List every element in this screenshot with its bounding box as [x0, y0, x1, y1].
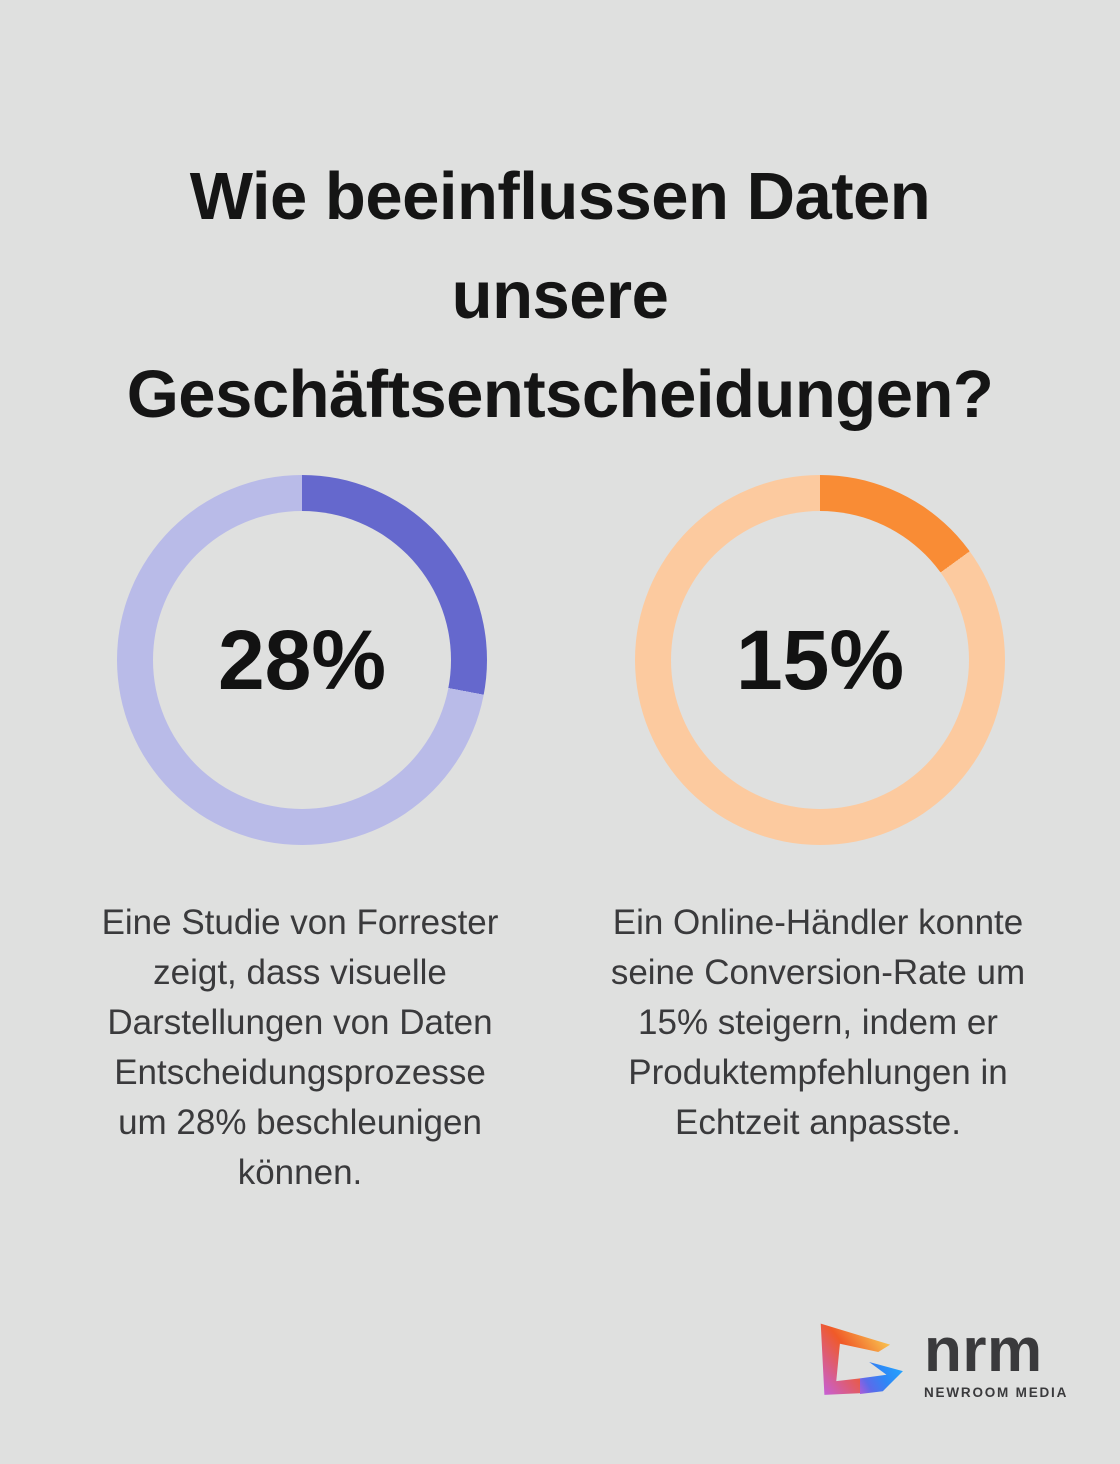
donut-chart-28-percent: 28% [117, 475, 487, 845]
title-line: unsere [451, 257, 669, 333]
caption-line: Eine Studie von Forrester [101, 903, 499, 942]
percent-label: 28% [217, 612, 387, 707]
caption-line: seine Conversion-Rate um [610, 953, 1026, 992]
title-line: Geschäftsentscheidungen? [126, 356, 994, 432]
donut-hole [671, 511, 969, 809]
donut-hole [153, 511, 451, 809]
caption-line: Darstellungen von Daten [107, 1003, 493, 1042]
logo-wordmark: nrm [924, 1316, 1043, 1385]
caption-line: können. [237, 1153, 363, 1192]
donut-chart-15-percent: 15% [635, 475, 1005, 845]
logo-text-block: nrm NEWROOM MEDIA [924, 1316, 1069, 1401]
nrm-logo: nrm NEWROOM MEDIA [814, 1320, 1068, 1404]
caption-online-retailer: Ein Online-Händler konnte seine Conversi… [558, 898, 1078, 1148]
page-title: Wie beeinflussen Daten unsere Geschäftse… [0, 147, 1120, 444]
caption-forrester-study: Eine Studie von Forrester zeigt, dass vi… [35, 898, 565, 1198]
title-line: Wie beeinflussen Daten [189, 158, 931, 234]
nrm-logo-mark-icon [820, 1323, 903, 1395]
logo-tagline: NEWROOM MEDIA [924, 1385, 1069, 1400]
caption-line: um 28% beschleunigen [118, 1103, 482, 1142]
caption-line: zeigt, dass visuelle [153, 953, 447, 992]
caption-line: Ein Online-Händler konnte [612, 903, 1024, 942]
caption-line: Produktempfehlungen in [628, 1053, 1008, 1092]
percent-label: 15% [735, 612, 905, 707]
caption-line: 15% steigern, indem er [638, 1003, 998, 1042]
caption-line: Entscheidungsprozesse [114, 1053, 486, 1092]
caption-line: Echtzeit anpasste. [675, 1103, 961, 1142]
